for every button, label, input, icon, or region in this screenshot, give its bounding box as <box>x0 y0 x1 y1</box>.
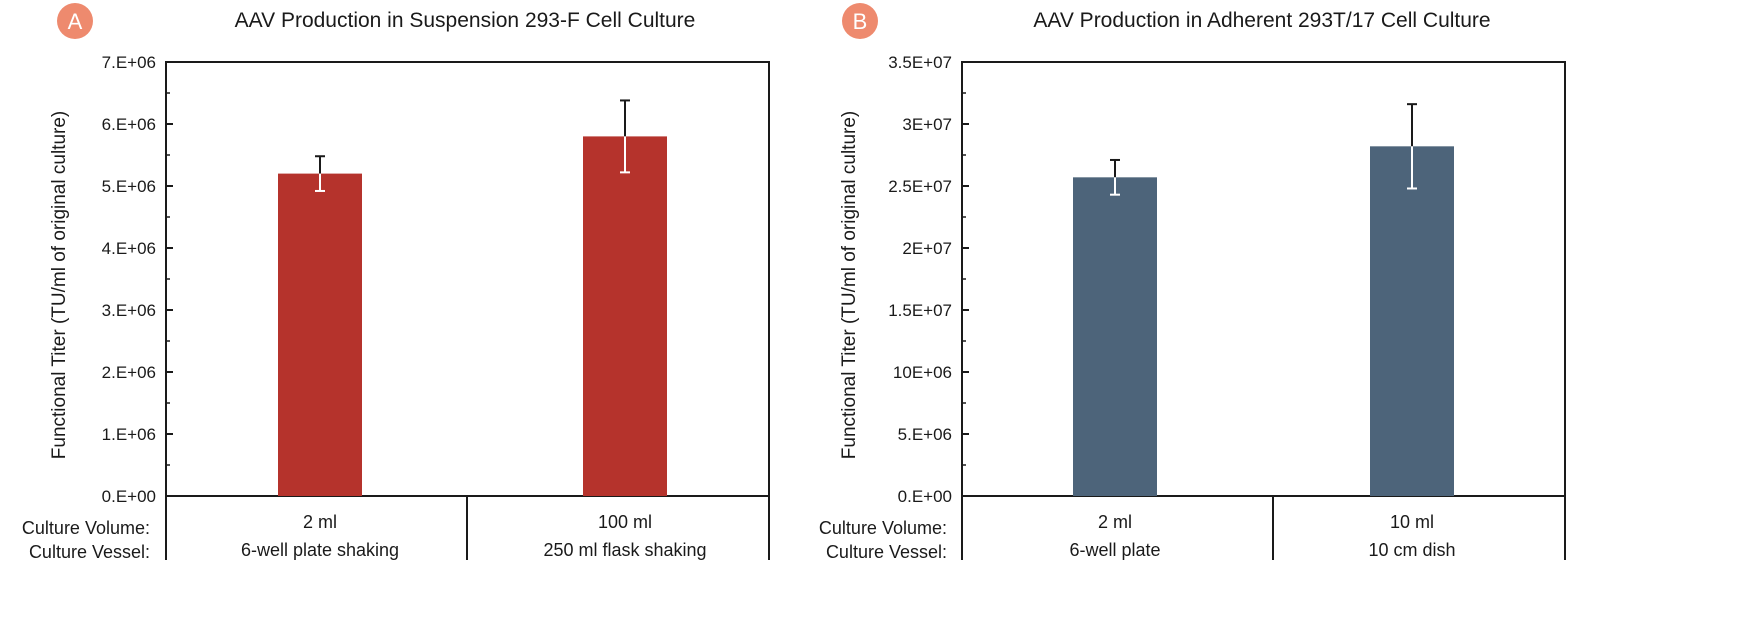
panel-a-y-tick-label-1: 1.E+06 <box>102 425 156 444</box>
panel-b-plot: 0.E+00 5.E+06 10E+06 1.5E+07 2E+07 2.5E+07 3E+… <box>888 53 1566 506</box>
panel-b-y-axis-label: Functional Titer (TU/ml of original cult… <box>839 111 860 459</box>
panel-a-y-ticks: 0.E+00 1.E+06 2.E+06 3.E+06 4.E+06 5.E+06 6.E+… <box>102 53 173 506</box>
panel-a-y-axis-label: Functional Titer (TU/ml of original cult… <box>49 111 70 459</box>
panel-a-bar-2 <box>583 136 667 496</box>
panel-a: A AAV Production in Suspension 293-F Cel… <box>22 3 770 562</box>
panel-b-bar-2 <box>1370 146 1454 496</box>
panel-a-row-label-vessel: Culture Vessel: <box>29 542 150 562</box>
panel-b-bars <box>1073 103 1454 496</box>
panel-b-cat2-volume: 10 ml <box>1390 512 1434 532</box>
panel-a-cat1-volume: 2 ml <box>303 512 337 532</box>
panel-b-cat1-vessel: 6-well plate <box>1069 540 1160 560</box>
panel-b-title: AAV Production in Adherent 293T/17 Cell … <box>1033 9 1490 32</box>
panel-a-y-tick-label-5: 5.E+06 <box>102 177 156 196</box>
panel-a-y-tick-label-7: 7.E+06 <box>102 53 156 72</box>
panel-b-y-tick-label-2: 10E+06 <box>893 363 952 382</box>
panel-a-badge-label: A <box>68 9 83 34</box>
panel-a-row-label-volume: Culture Volume: <box>22 518 150 538</box>
panel-b-cat2-vessel: 10 cm dish <box>1368 540 1455 560</box>
panel-a-bars <box>278 99 667 496</box>
panel-b-badge <box>842 3 878 39</box>
panel-a-title: AAV Production in Suspension 293-F Cell … <box>235 9 696 32</box>
panel-b-y-tick-label-4: 2E+07 <box>902 239 952 258</box>
panel-b-y-tick-label-7: 3.5E+07 <box>888 53 952 72</box>
panel-b-y-tick-label-6: 3E+07 <box>902 115 952 134</box>
panel-b-row-label-vessel: Culture Vessel: <box>826 542 947 562</box>
panel-b-y-ticks: 0.E+00 5.E+06 10E+06 1.5E+07 2E+07 2.5E+07 3E+… <box>888 53 969 506</box>
panel-b-y-tick-label-3: 1.5E+07 <box>888 301 952 320</box>
panel-a-cat1-vessel: 6-well plate shaking <box>241 540 399 560</box>
panel-b-row-label-volume: Culture Volume: <box>819 518 947 538</box>
panel-a-y-tick-label-2: 2.E+06 <box>102 363 156 382</box>
panel-a-plot: 0.E+00 1.E+06 2.E+06 3.E+06 4.E+06 5.E+06 6.E+… <box>102 53 770 506</box>
panel-a-y-tick-label-6: 6.E+06 <box>102 115 156 134</box>
panel-a-bar-1 <box>278 173 362 496</box>
panel-b-bar-1 <box>1073 177 1157 496</box>
panel-b-badge-label: B <box>853 9 868 34</box>
panel-a-badge <box>57 3 93 39</box>
panel-a-y-tick-label-0: 0.E+00 <box>102 487 156 506</box>
panel-b-plot-frame <box>961 61 1566 497</box>
panel-b-cat1-volume: 2 ml <box>1098 512 1132 532</box>
panel-b-y-tick-label-1: 5.E+06 <box>898 425 952 444</box>
panel-a-cat2-vessel: 250 ml flask shaking <box>543 540 706 560</box>
panel-b-y-tick-label-5: 2.5E+07 <box>888 177 952 196</box>
panel-b-y-tick-label-0: 0.E+00 <box>898 487 952 506</box>
panel-a-cat2-volume: 100 ml <box>598 512 652 532</box>
panel-a-plot-frame <box>165 61 770 497</box>
panel-a-y-tick-label-4: 4.E+06 <box>102 239 156 258</box>
panel-b: B AAV Production in Adherent 293T/17 Cel… <box>819 3 1566 562</box>
panel-a-y-tick-label-3: 3.E+06 <box>102 301 156 320</box>
